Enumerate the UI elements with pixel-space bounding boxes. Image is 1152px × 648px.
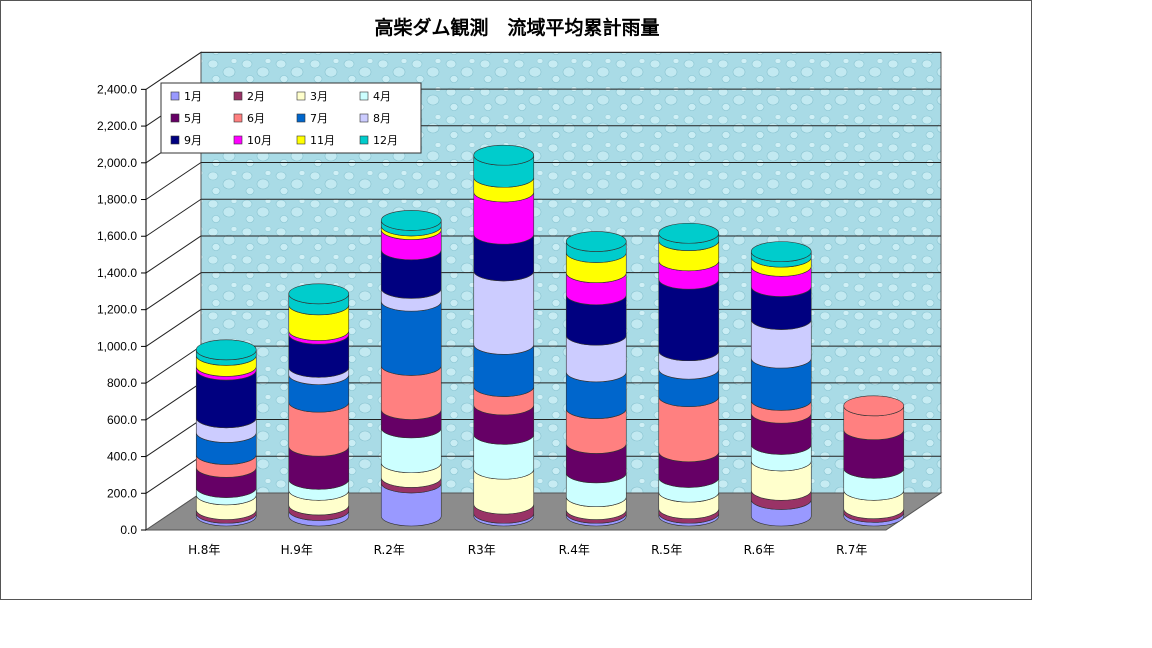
gridline-side (145, 272, 202, 311)
x-tick-label: R.5年 (651, 543, 682, 557)
chart-title: 高柴ダム観測 流域平均累計雨量 (374, 16, 659, 39)
x-tick-label: R.2年 (374, 543, 405, 557)
legend-swatch (359, 113, 369, 123)
bar-stack (843, 395, 905, 527)
legend-label: 3月 (310, 90, 328, 103)
legend-label: 8月 (373, 112, 391, 125)
legend-label: 9月 (184, 134, 202, 147)
legend-box (160, 82, 422, 154)
bar-stack (750, 241, 812, 527)
chart-frame: 高柴ダム観測 流域平均累計雨量 0.0 200.0 400.0 600.0 800.0 1… (0, 0, 1032, 600)
gridline-side (145, 198, 202, 237)
gridline-side (145, 162, 202, 200)
legend-label: 1月 (184, 90, 202, 103)
legend-swatch (296, 113, 306, 123)
bars (195, 144, 905, 527)
bar-stack (473, 144, 535, 527)
bar-top-cap (288, 283, 350, 305)
legend-swatch (170, 91, 180, 101)
y-tick-label: 600.0 (107, 413, 137, 427)
plot-floor (144, 492, 943, 531)
x-tick-label: R.7年 (836, 543, 867, 557)
legend-swatch (170, 113, 180, 123)
y-tick-label: 1,000.0 (97, 339, 137, 353)
y-tick-label: 2,400.0 (97, 82, 137, 96)
y-tick-label: 1,600.0 (97, 229, 137, 243)
y-tick-label: 200.0 (107, 486, 137, 500)
legend-label: 11月 (310, 134, 335, 147)
bar-stack (380, 210, 442, 527)
legend-swatch (233, 135, 243, 145)
legend-swatch (233, 91, 243, 101)
x-tick-label: R3年 (468, 543, 496, 557)
y-tick-label: 800.0 (107, 376, 137, 390)
gridline-side (145, 345, 202, 384)
bar-segment (380, 301, 442, 376)
gridline-side (145, 308, 202, 347)
legend: 1月 2月 3月 4月 5月 6月 7月 8月 9月 10月 11月 12月 (160, 82, 422, 154)
bar-top-cap (565, 231, 627, 252)
gridline-side (145, 419, 202, 457)
bar-top-cap (473, 144, 535, 166)
bar-top-cap (843, 395, 905, 417)
y-tick-label: 1,400.0 (97, 266, 137, 280)
gridline-side (145, 235, 202, 274)
y-axis: 0.0 200.0 400.0 600.0 800.0 1,000.0 1,200.0 1,4… (97, 82, 147, 537)
bar-stack (195, 339, 257, 527)
y-tick-label: 2,200.0 (97, 119, 137, 133)
legend-label: 6月 (247, 112, 265, 125)
chart: 高柴ダム観測 流域平均累計雨量 0.0 200.0 400.0 600.0 800.0 1… (97, 16, 943, 557)
x-tick-label: H.9年 (281, 543, 313, 557)
bar-stack (658, 222, 720, 527)
x-axis: H.8年 H.9年 R.2年 R3年 R.4年 R.5年 R.6年 R.7年 (188, 543, 867, 557)
y-tick-label: 2,000.0 (97, 156, 137, 170)
bar-top-cap (195, 339, 257, 361)
legend-label: 5月 (184, 112, 202, 125)
legend-label: 12月 (373, 134, 398, 147)
legend-swatch (359, 135, 369, 145)
legend-label: 4月 (373, 90, 391, 103)
bar-stack (288, 283, 350, 527)
gridline-side (145, 51, 202, 90)
x-tick-label: R.4年 (559, 543, 590, 557)
bar-segment (658, 279, 720, 362)
gridline-side (145, 455, 202, 494)
bar-top-cap (750, 241, 812, 262)
legend-swatch (296, 135, 306, 145)
bar-segment (473, 270, 535, 355)
gridline-side (145, 382, 202, 421)
legend-label: 7月 (310, 112, 328, 125)
bar-top-cap (658, 222, 720, 244)
y-tick-label: 0.0 (120, 523, 137, 537)
x-tick-label: R.6年 (744, 543, 775, 557)
legend-swatch (170, 135, 180, 145)
bar-top-cap (380, 210, 442, 231)
legend-swatch (233, 113, 243, 123)
x-tick-label: H.8年 (188, 543, 220, 557)
y-tick-label: 400.0 (107, 450, 137, 464)
legend-label: 10月 (247, 134, 272, 147)
legend-swatch (296, 91, 306, 101)
y-tick-label: 1,800.0 (97, 193, 137, 207)
bar-stack (565, 231, 627, 527)
legend-label: 2月 (247, 90, 265, 103)
legend-swatch (359, 91, 369, 101)
y-tick-label: 1,200.0 (97, 303, 137, 317)
